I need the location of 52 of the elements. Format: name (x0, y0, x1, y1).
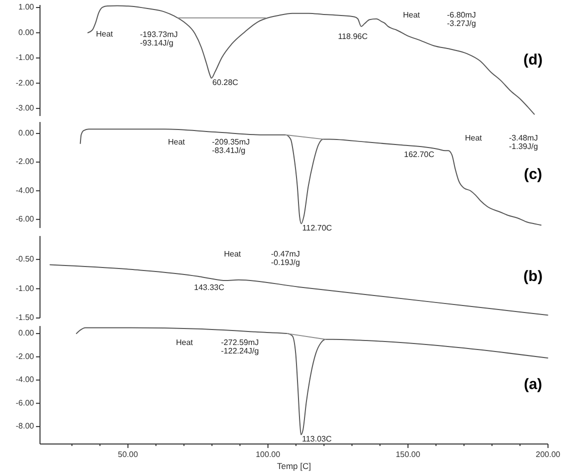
annotation: -83.41J/g (212, 146, 246, 156)
annotation: Heat (403, 10, 421, 20)
annotation: Heat (96, 30, 114, 39)
annotation: Heat (465, 134, 483, 143)
annotation: 118.96C (338, 32, 368, 42)
text: (d) (523, 51, 543, 68)
text: (c) (524, 166, 542, 183)
y-tick-label: -2.00 (16, 352, 35, 361)
y-tick-label: 1.00 (18, 2, 35, 12)
annotation: -1.39J/g (509, 142, 538, 152)
annotation: -122.24J/g (221, 346, 259, 356)
y-tick-label: -2.00 (16, 157, 35, 166)
y-tick-label: -0.50 (16, 254, 35, 264)
line-series (80, 128, 542, 226)
y-tick-label: -1.00 (16, 284, 35, 293)
annotation: -93.14J/g (140, 38, 174, 48)
line-series (76, 327, 548, 436)
text: (b) (523, 268, 543, 285)
annotation: -193.73mJ (140, 30, 178, 40)
y-tick-label: -3.00 (16, 104, 35, 113)
y-tick-label: -4.00 (16, 186, 35, 195)
annotation: -6.80mJ (447, 10, 476, 20)
annotation: -0.47mJ (271, 250, 300, 259)
x-tick-label: 150.00 (396, 450, 421, 460)
annotation: 60.28C (212, 78, 238, 87)
y-tick-label: 0.00 (18, 128, 35, 138)
y-tick-label: -6.00 (16, 214, 35, 224)
y-tick-label: -6.00 (16, 398, 35, 408)
y-tick-label: -8.00 (16, 422, 35, 431)
annotation: -3.27J/g (447, 19, 476, 28)
x-tick-label: 50.00 (118, 450, 138, 460)
y-tick-label: -4.00 (16, 375, 35, 384)
y-tick-label: -2.00 (16, 78, 35, 88)
y-tick-label: 0.00 (18, 28, 35, 37)
annotation: Heat (176, 338, 194, 348)
annotation: -272.59mJ (221, 338, 259, 348)
annotation: Heat (224, 250, 242, 259)
x-axis-title: Temp [C] (276, 461, 312, 472)
y-tick-label: 0.00 (18, 328, 35, 338)
annotation: -3.48mJ (509, 134, 538, 143)
annotation: 112.70C (302, 223, 332, 232)
x-tick-label: 100.00 (256, 450, 281, 460)
annotation: -209.35mJ (212, 138, 250, 147)
x-tick-label: 200.00 (536, 450, 561, 460)
y-tick-label: -1.00 (16, 53, 35, 62)
annotation: 143.33C (194, 283, 224, 292)
text: (a) (524, 376, 542, 393)
annotation: 162.70C (404, 150, 434, 160)
y-tick-label: -1.50 (16, 313, 35, 322)
annotation: 113.03C (302, 434, 332, 444)
annotation: -0.19J/g (271, 258, 300, 268)
annotation: Heat (168, 138, 186, 147)
